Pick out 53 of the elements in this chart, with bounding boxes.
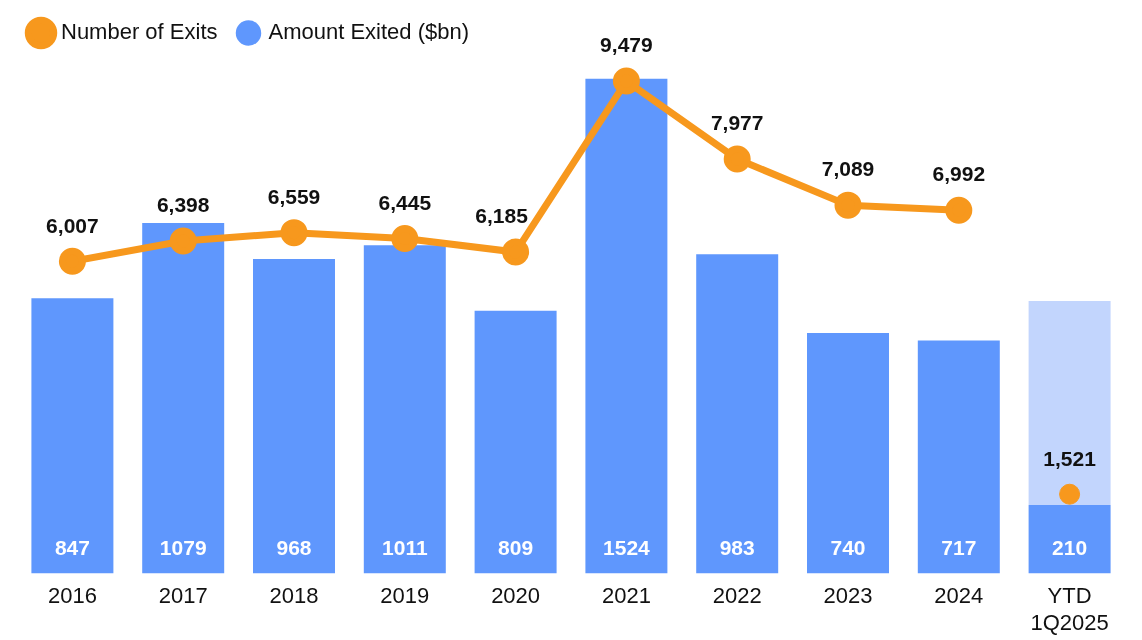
- data-label: 1011: [382, 536, 428, 559]
- bar: [142, 223, 225, 574]
- x-tick-label: 2023: [823, 583, 873, 609]
- bar: [363, 245, 446, 574]
- data-label: 6,007: [46, 213, 99, 237]
- data-label: 6,398: [156, 193, 210, 217]
- bar: [1028, 300, 1111, 506]
- legend-label: Amount Exited ($bn): [268, 19, 470, 45]
- x-tick-label: 2019: [380, 583, 430, 609]
- data-label: 1079: [159, 536, 207, 559]
- data-label: 6,559: [267, 184, 321, 208]
- data-label: 6,992: [932, 162, 986, 186]
- data-label: 968: [276, 536, 312, 559]
- bar: [807, 333, 889, 574]
- data-label: 6,445: [378, 190, 432, 214]
- x-tick-label: 2016: [47, 583, 97, 609]
- bar: [31, 298, 114, 574]
- point: [612, 67, 640, 95]
- bar: [917, 340, 1000, 574]
- point: [280, 219, 308, 247]
- bar: [1028, 505, 1111, 574]
- data-label: 7,089: [821, 157, 875, 181]
- x-tick-label: YTD 1Q2025: [1030, 583, 1109, 635]
- bar: [474, 310, 557, 574]
- point: [1059, 483, 1081, 505]
- point: [945, 196, 973, 224]
- point: [723, 145, 751, 173]
- point: [391, 225, 419, 253]
- data-label: 1,521: [1043, 446, 1097, 470]
- x-tick-label: 2020: [491, 583, 541, 609]
- point: [169, 227, 197, 255]
- point: [834, 191, 862, 219]
- x-tick-label: 2021: [601, 583, 651, 609]
- data-label: 210: [1052, 536, 1088, 559]
- data-label: 847: [54, 536, 90, 559]
- x-tick-label: 2022: [712, 583, 762, 609]
- bar: [253, 259, 335, 574]
- bar: [696, 254, 779, 574]
- legend-label: Number of Exits: [61, 19, 218, 45]
- x-tick-label: 2018: [269, 583, 319, 609]
- data-label: 7,977: [710, 111, 764, 135]
- x-tick-label: 2017: [158, 583, 208, 609]
- data-label: 717: [941, 536, 977, 559]
- data-label: 983: [719, 536, 755, 559]
- point: [502, 238, 530, 266]
- bar: [585, 78, 668, 574]
- data-label: 1524: [603, 536, 651, 559]
- data-label: 809: [498, 536, 534, 559]
- data-label: 9,479: [600, 33, 653, 57]
- point: [58, 247, 86, 275]
- data-label: 6,185: [475, 204, 529, 228]
- x-tick-label: 2024: [934, 583, 984, 609]
- data-label: 740: [830, 536, 866, 559]
